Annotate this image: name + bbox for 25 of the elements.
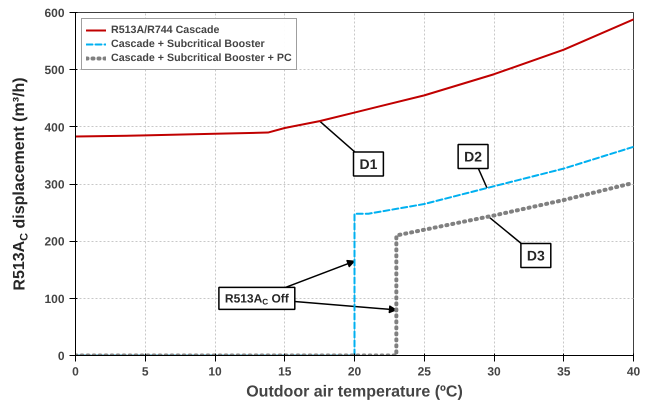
y-tick-label: 200 bbox=[44, 234, 65, 249]
y-tick-label: 600 bbox=[44, 6, 65, 20]
annotation: D2 bbox=[464, 148, 482, 165]
legend-label: R513A/R744 Cascade bbox=[111, 23, 220, 37]
y-axis-title: R513AC displacement (m³/h) bbox=[11, 77, 31, 291]
x-tick-label: 40 bbox=[626, 364, 640, 378]
y-tick-label: 500 bbox=[44, 63, 65, 78]
x-tick-label: 5 bbox=[142, 364, 149, 378]
y-tick-label: 100 bbox=[44, 292, 65, 306]
x-tick-label: 10 bbox=[208, 364, 222, 378]
x-tick-label: 30 bbox=[487, 364, 501, 378]
y-tick-label: 0 bbox=[58, 349, 65, 363]
y-tick-label: 400 bbox=[44, 120, 65, 134]
legend-label: Cascade + Subcritical Booster bbox=[111, 37, 265, 51]
annotation: D3 bbox=[526, 247, 546, 264]
x-tick-label: 20 bbox=[348, 364, 362, 378]
line-series bbox=[76, 18, 634, 138]
x-axis-title: Outdoor air temperature (ºC) bbox=[246, 384, 463, 400]
y-tick-label: 300 bbox=[44, 178, 65, 192]
x-tick-label: 25 bbox=[418, 364, 432, 378]
x-tick-label: 0 bbox=[72, 364, 80, 378]
x-tick-label: 35 bbox=[557, 364, 571, 378]
legend-label: Cascade + Subcritical Booster + PC bbox=[111, 51, 292, 65]
annotation: D1 bbox=[360, 156, 378, 172]
x-tick-label: 15 bbox=[278, 364, 292, 378]
